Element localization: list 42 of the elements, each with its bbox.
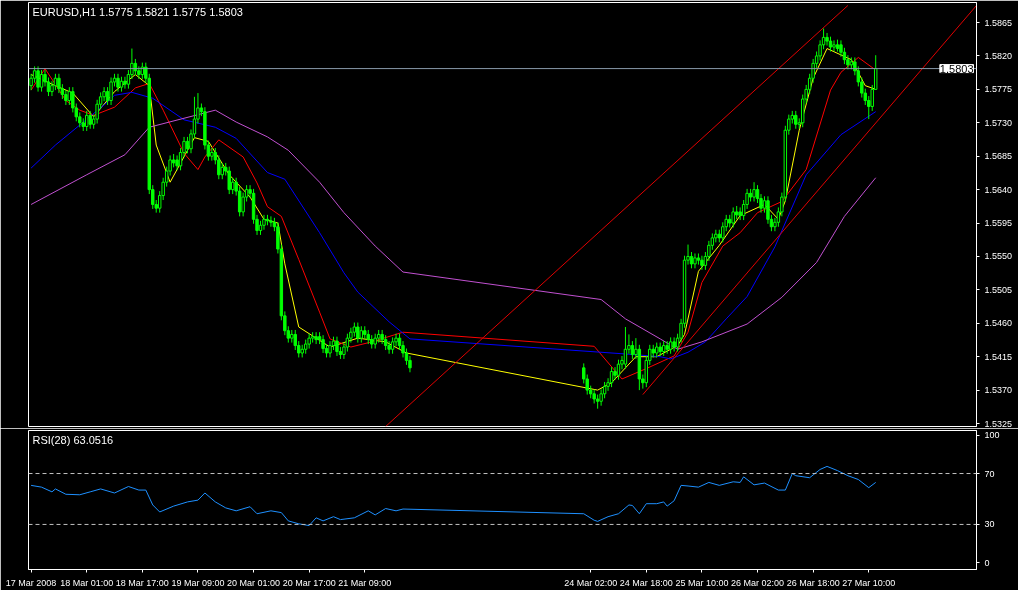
candlestick	[700, 255, 704, 271]
x-tick-label: 24 Mar 02:00	[564, 577, 618, 588]
y-tick-label: 100	[984, 430, 1000, 441]
x-tick-label: 26 Mar 18:00	[786, 577, 840, 588]
x-tick-label: 20 Mar 17:00	[282, 577, 336, 588]
y-tick-label: 1.5730	[984, 117, 1013, 128]
x-tick-label: 18 Mar 17:00	[115, 577, 169, 588]
x-tick-label: 19 Mar 09:00	[171, 577, 225, 588]
candlestick	[616, 359, 621, 381]
y-tick-label: 70	[984, 468, 995, 479]
y-tick-label: 1.5820	[984, 50, 1013, 61]
y-tick-label: 1.5505	[984, 284, 1013, 295]
ref-line-label: 1.5803	[939, 62, 974, 75]
y-tick-label: 0	[984, 557, 990, 568]
y-tick-label: 1.5865	[984, 17, 1013, 28]
x-tick-label: 25 Mar 10:00	[675, 577, 729, 588]
y-tick-label: 1.5415	[984, 351, 1013, 362]
candlestick	[613, 366, 617, 381]
candlestick	[269, 215, 273, 228]
candlestick	[672, 336, 676, 352]
x-tick-label: 24 Mar 18:00	[619, 577, 673, 588]
chart-title: RSI(28) 63.0516	[32, 433, 114, 446]
y-tick-label: 1.5325	[984, 418, 1013, 429]
candlestick	[227, 166, 231, 195]
y-tick-label: 1.5640	[984, 184, 1013, 195]
x-tick-label: 20 Mar 01:00	[227, 577, 281, 588]
line-series	[30, 465, 877, 527]
y-tick-label: 1.5775	[984, 84, 1013, 95]
x-tick-label: 27 Mar 10:00	[842, 577, 896, 588]
y-tick-label: 1.5595	[984, 218, 1013, 229]
candlestick	[123, 76, 127, 90]
y-tick-label: 1.5370	[984, 385, 1013, 396]
candlestick	[623, 326, 628, 370]
y-tick-label: 1.5460	[984, 318, 1013, 329]
x-tick-label: 17 Mar 2008	[5, 577, 57, 588]
y-tick-label: 1.5550	[984, 251, 1013, 262]
x-tick-label: 21 Mar 09:00	[338, 577, 392, 588]
x-tick-label: 18 Mar 01:00	[60, 577, 114, 588]
chart-title: EURUSD,H1 1.5775 1.5821 1.5775 1.5803	[32, 5, 243, 18]
y-tick-label: 1.5685	[984, 151, 1013, 162]
x-tick-label: 26 Mar 02:00	[731, 577, 785, 588]
y-tick-label: 30	[984, 519, 995, 530]
